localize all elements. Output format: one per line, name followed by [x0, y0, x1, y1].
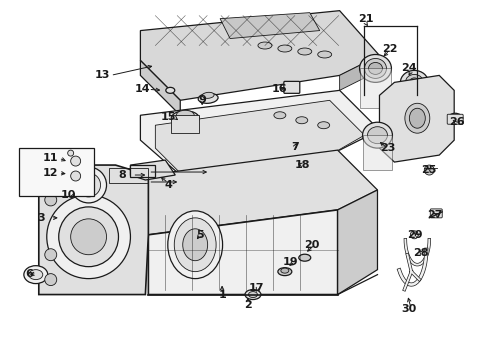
Circle shape: [71, 156, 81, 166]
Ellipse shape: [174, 218, 216, 272]
Circle shape: [77, 173, 101, 197]
FancyBboxPatch shape: [283, 81, 299, 93]
Text: 9: 9: [198, 95, 205, 105]
Circle shape: [409, 231, 417, 239]
Text: 10: 10: [61, 190, 76, 200]
Text: 21: 21: [357, 14, 372, 24]
Ellipse shape: [29, 270, 42, 280]
Circle shape: [45, 274, 57, 285]
Bar: [19, 148, 93, 196]
FancyBboxPatch shape: [40, 167, 63, 183]
Circle shape: [71, 219, 106, 255]
Text: 19: 19: [283, 257, 298, 267]
Bar: [108, 168, 148, 183]
Text: 16: 16: [271, 84, 287, 94]
Text: 1: 1: [218, 289, 225, 300]
Polygon shape: [379, 75, 453, 162]
Text: 29: 29: [407, 230, 422, 240]
Ellipse shape: [400, 71, 427, 94]
Circle shape: [71, 167, 106, 203]
Ellipse shape: [359, 54, 390, 82]
Ellipse shape: [258, 42, 271, 49]
Ellipse shape: [405, 75, 423, 90]
Ellipse shape: [198, 93, 218, 103]
Ellipse shape: [183, 229, 207, 261]
Text: 17: 17: [248, 283, 263, 293]
Text: 28: 28: [413, 248, 428, 258]
Ellipse shape: [368, 62, 382, 75]
Text: 23: 23: [379, 143, 394, 153]
Circle shape: [45, 249, 57, 261]
Ellipse shape: [367, 127, 386, 144]
Ellipse shape: [364, 58, 386, 78]
FancyBboxPatch shape: [447, 114, 462, 124]
Ellipse shape: [176, 110, 194, 120]
Ellipse shape: [297, 48, 311, 55]
Ellipse shape: [295, 117, 307, 124]
Polygon shape: [220, 13, 319, 39]
Text: 12: 12: [43, 168, 59, 178]
Circle shape: [67, 150, 74, 156]
Ellipse shape: [277, 268, 291, 276]
Ellipse shape: [165, 87, 174, 93]
Ellipse shape: [404, 103, 429, 133]
Polygon shape: [337, 190, 377, 294]
Polygon shape: [140, 60, 180, 115]
Ellipse shape: [244, 289, 261, 300]
FancyBboxPatch shape: [171, 115, 199, 133]
Text: 27: 27: [427, 210, 442, 220]
Text: 6: 6: [25, 269, 33, 279]
Text: 13: 13: [95, 71, 110, 80]
Circle shape: [59, 207, 118, 267]
FancyBboxPatch shape: [359, 68, 390, 108]
Text: 26: 26: [448, 117, 464, 127]
Circle shape: [71, 171, 81, 181]
Polygon shape: [130, 160, 175, 180]
Polygon shape: [140, 90, 379, 175]
Text: 2: 2: [244, 300, 251, 310]
Text: 30: 30: [401, 305, 416, 315]
Text: 25: 25: [421, 165, 436, 175]
Text: 4: 4: [164, 180, 172, 190]
Ellipse shape: [273, 112, 285, 119]
Text: 20: 20: [304, 240, 319, 250]
Ellipse shape: [171, 111, 199, 126]
Text: 15: 15: [160, 112, 176, 122]
Ellipse shape: [280, 268, 288, 273]
Text: 8: 8: [119, 170, 126, 180]
Ellipse shape: [408, 78, 419, 87]
Ellipse shape: [317, 51, 331, 58]
Text: 3: 3: [37, 213, 44, 223]
Ellipse shape: [24, 266, 48, 284]
Ellipse shape: [248, 292, 257, 298]
Ellipse shape: [408, 108, 425, 128]
Polygon shape: [140, 11, 379, 100]
Text: 14: 14: [134, 84, 150, 94]
Text: 5: 5: [196, 230, 203, 240]
Ellipse shape: [317, 122, 329, 129]
FancyBboxPatch shape: [429, 209, 441, 218]
Circle shape: [45, 194, 57, 206]
Text: 7: 7: [290, 142, 298, 152]
Ellipse shape: [167, 211, 222, 279]
Text: 24: 24: [401, 63, 416, 73]
Polygon shape: [148, 210, 337, 294]
Polygon shape: [155, 100, 364, 178]
Text: 11: 11: [43, 153, 59, 163]
Ellipse shape: [447, 113, 461, 123]
Ellipse shape: [298, 254, 310, 261]
Ellipse shape: [277, 45, 291, 52]
FancyBboxPatch shape: [288, 129, 302, 140]
Text: 18: 18: [294, 160, 310, 170]
Polygon shape: [148, 150, 377, 235]
Text: 22: 22: [381, 44, 396, 54]
Polygon shape: [39, 165, 148, 294]
Circle shape: [47, 195, 130, 279]
Circle shape: [424, 165, 433, 175]
FancyBboxPatch shape: [362, 135, 392, 170]
Ellipse shape: [362, 122, 392, 148]
Polygon shape: [339, 55, 379, 90]
FancyBboxPatch shape: [130, 165, 155, 177]
Ellipse shape: [202, 92, 214, 98]
